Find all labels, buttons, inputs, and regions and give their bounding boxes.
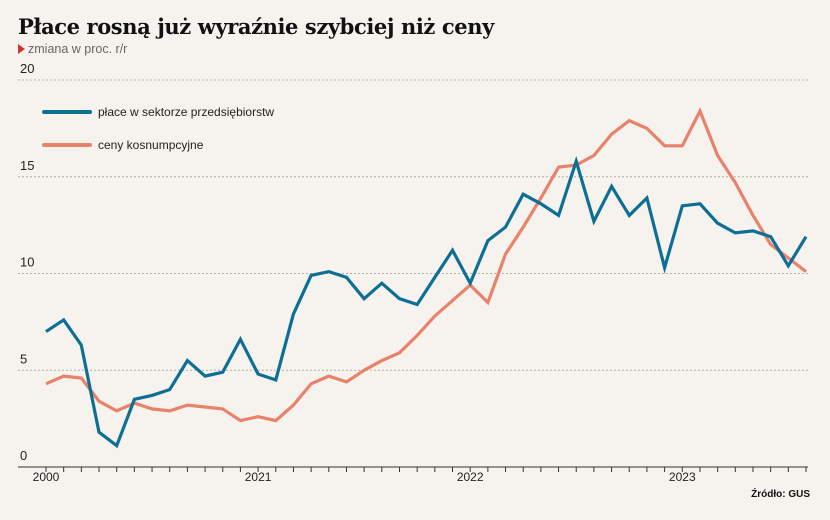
legend-label-prices: ceny kosnumpcyjne — [98, 138, 204, 152]
x-tick-label: 2023 — [669, 470, 696, 484]
y-tick-label: 20 — [20, 61, 34, 76]
chart-title: Płace rosną już wyraźnie szybciej niż ce… — [18, 14, 494, 39]
chart-subtitle: zmiana w proc. r/r — [18, 42, 127, 56]
series-lines — [45, 107, 808, 449]
legend-label-wages: płace w sektorze przedsiębiorstw — [98, 105, 274, 119]
x-axis: 2000 2021 2022 2023 — [18, 466, 808, 484]
x-tick-label: 2022 — [457, 470, 484, 484]
y-tick-label: 10 — [20, 255, 34, 270]
series-line-wages — [45, 155, 808, 449]
y-tick-label: 5 — [20, 351, 27, 366]
triangle-right-icon — [18, 44, 25, 54]
legend: płace w sektorze przedsiębiorstw ceny ko… — [42, 105, 274, 152]
source-note: Źródło: GUS — [751, 489, 810, 500]
x-tick-label: 2000 — [33, 470, 60, 484]
y-axis-ticks: 0 5 10 15 20 — [20, 61, 34, 463]
x-tick-label: 2021 — [245, 470, 272, 484]
series-line-prices — [45, 107, 807, 423]
grid-lines — [18, 79, 808, 371]
y-tick-label: 0 — [20, 448, 27, 463]
subtitle-text: zmiana w proc. r/r — [28, 42, 128, 56]
y-tick-label: 15 — [20, 158, 34, 173]
